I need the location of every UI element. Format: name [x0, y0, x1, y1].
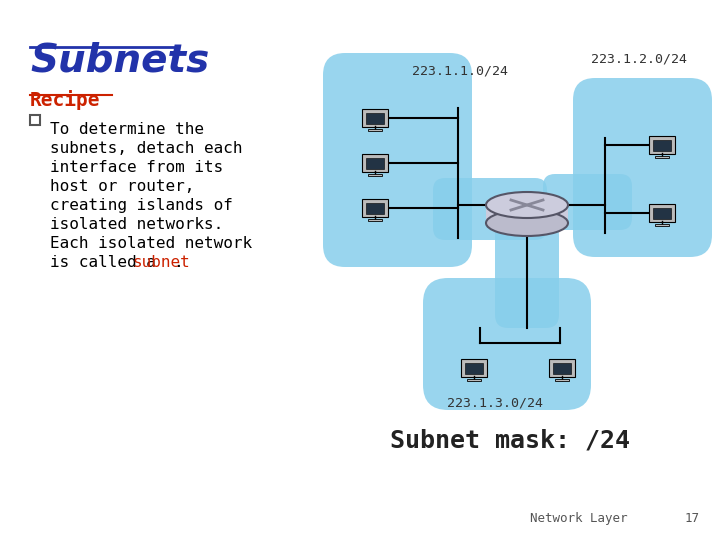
Text: .: . [174, 255, 183, 270]
FancyBboxPatch shape [366, 158, 384, 169]
Text: 223.1.2.0/24: 223.1.2.0/24 [591, 52, 687, 65]
Text: subnets, detach each: subnets, detach each [50, 141, 243, 156]
Text: To determine the: To determine the [50, 122, 204, 137]
FancyBboxPatch shape [653, 208, 671, 219]
FancyBboxPatch shape [495, 222, 559, 328]
FancyBboxPatch shape [549, 359, 575, 377]
FancyBboxPatch shape [465, 363, 483, 374]
FancyBboxPatch shape [543, 174, 632, 230]
Text: 223.1.1.0/24: 223.1.1.0/24 [412, 65, 508, 78]
Ellipse shape [486, 192, 568, 218]
FancyBboxPatch shape [653, 140, 671, 151]
FancyBboxPatch shape [649, 204, 675, 222]
Text: Recipe: Recipe [30, 90, 101, 110]
Text: isolated networks.: isolated networks. [50, 217, 223, 232]
Text: subnet: subnet [132, 255, 190, 270]
Text: Subnet mask: /24: Subnet mask: /24 [390, 429, 630, 453]
Ellipse shape [486, 210, 568, 236]
Text: 223.1.3.0/24: 223.1.3.0/24 [447, 397, 543, 410]
Text: Subnets: Subnets [30, 42, 210, 80]
Text: host or router,: host or router, [50, 179, 194, 194]
FancyBboxPatch shape [654, 156, 669, 158]
FancyBboxPatch shape [467, 379, 481, 381]
FancyBboxPatch shape [362, 109, 387, 127]
Text: Network Layer: Network Layer [530, 512, 628, 525]
FancyBboxPatch shape [368, 174, 382, 176]
FancyBboxPatch shape [486, 205, 568, 223]
FancyBboxPatch shape [30, 115, 40, 125]
FancyBboxPatch shape [362, 154, 387, 172]
FancyBboxPatch shape [553, 363, 571, 374]
Text: Each isolated network: Each isolated network [50, 236, 252, 251]
Text: 17: 17 [685, 512, 700, 525]
FancyBboxPatch shape [433, 178, 547, 240]
FancyBboxPatch shape [555, 379, 570, 381]
FancyBboxPatch shape [654, 224, 669, 226]
Text: is called a: is called a [50, 255, 166, 270]
FancyBboxPatch shape [368, 129, 382, 131]
Text: interface from its: interface from its [50, 160, 223, 175]
FancyBboxPatch shape [366, 203, 384, 214]
FancyBboxPatch shape [368, 219, 382, 221]
FancyBboxPatch shape [462, 359, 487, 377]
FancyBboxPatch shape [366, 113, 384, 124]
FancyBboxPatch shape [323, 53, 472, 267]
FancyBboxPatch shape [573, 78, 712, 257]
FancyBboxPatch shape [423, 278, 591, 410]
FancyBboxPatch shape [649, 136, 675, 154]
FancyBboxPatch shape [362, 199, 387, 217]
Text: creating islands of: creating islands of [50, 198, 233, 213]
